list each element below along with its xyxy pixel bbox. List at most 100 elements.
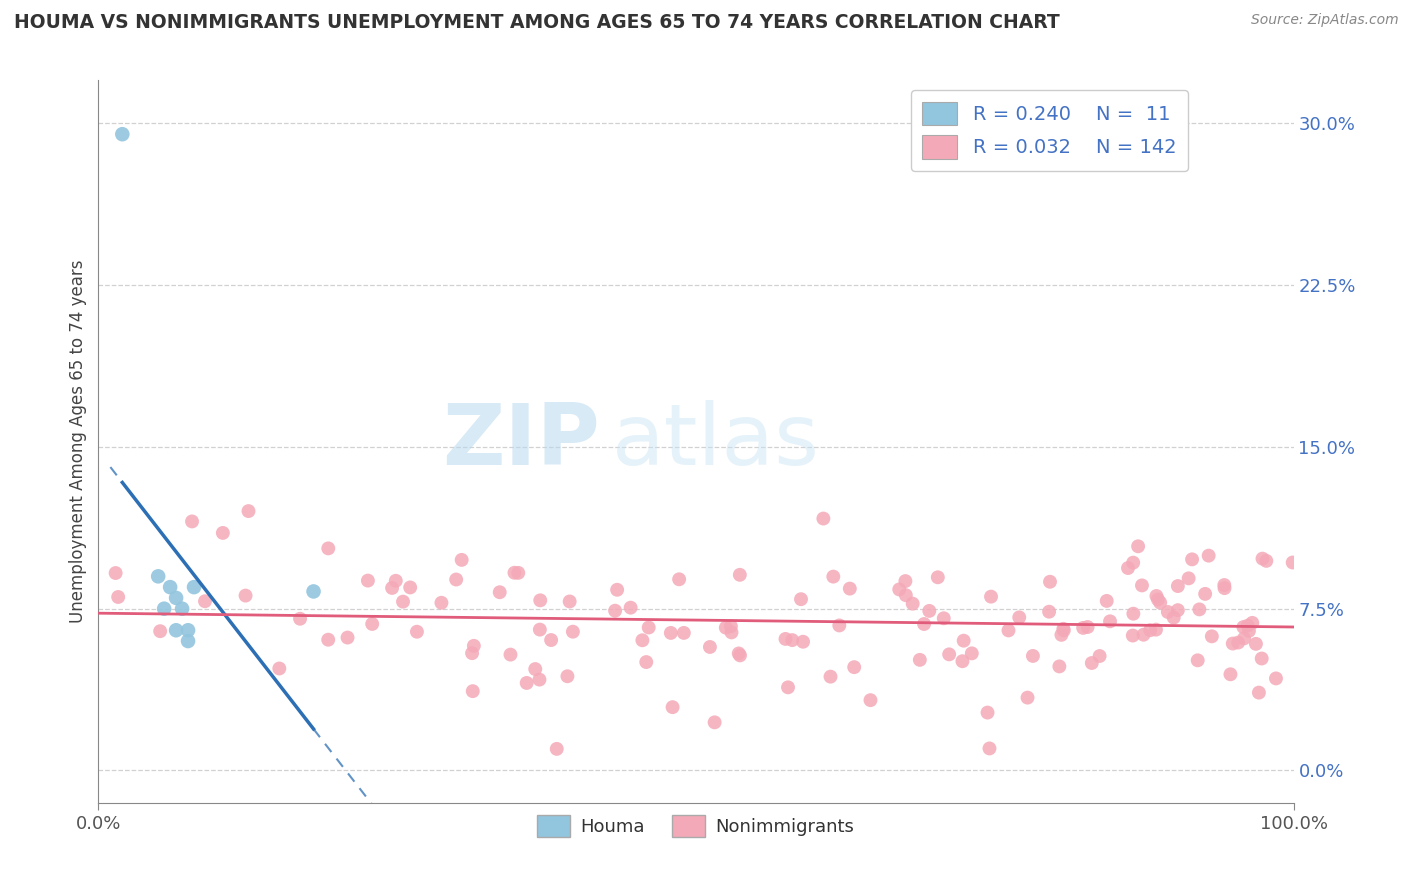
- Point: [1241, 615, 1264, 630]
- Point: [932, 611, 955, 625]
- Point: [177, 634, 200, 648]
- Point: [952, 633, 974, 648]
- Point: [1144, 589, 1167, 603]
- Point: [927, 570, 949, 584]
- Point: [540, 633, 562, 648]
- Point: [181, 515, 204, 529]
- Point: [820, 670, 842, 684]
- Point: [153, 601, 176, 615]
- Point: [302, 584, 325, 599]
- Point: [235, 589, 257, 603]
- Point: [361, 616, 384, 631]
- Point: [1038, 605, 1060, 619]
- Point: [637, 620, 659, 634]
- Y-axis label: Unemployment Among Ages 65 to 74 years: Unemployment Among Ages 65 to 74 years: [69, 260, 87, 624]
- Point: [720, 619, 742, 633]
- Point: [1163, 610, 1185, 624]
- Point: [1219, 667, 1241, 681]
- Point: [430, 596, 453, 610]
- Legend: Houma, Nonimmigrants: Houma, Nonimmigrants: [530, 808, 862, 845]
- Point: [516, 676, 538, 690]
- Point: [1081, 656, 1104, 670]
- Point: [728, 648, 751, 663]
- Point: [661, 700, 683, 714]
- Point: [1126, 539, 1149, 553]
- Point: [399, 581, 422, 595]
- Point: [631, 633, 654, 648]
- Point: [529, 673, 551, 687]
- Point: [1088, 648, 1111, 663]
- Point: [269, 661, 291, 675]
- Point: [183, 580, 205, 594]
- Point: [1244, 637, 1267, 651]
- Point: [912, 617, 935, 632]
- Point: [1251, 551, 1274, 566]
- Point: [844, 660, 866, 674]
- Point: [148, 569, 170, 583]
- Point: [159, 580, 181, 594]
- Text: HOUMA VS NONIMMIGRANTS UNEMPLOYMENT AMONG AGES 65 TO 74 YEARS CORRELATION CHART: HOUMA VS NONIMMIGRANTS UNEMPLOYMENT AMON…: [14, 13, 1060, 32]
- Point: [1147, 592, 1170, 607]
- Point: [1053, 624, 1076, 638]
- Point: [529, 623, 551, 637]
- Point: [603, 604, 626, 618]
- Point: [1017, 690, 1039, 705]
- Point: [672, 626, 695, 640]
- Point: [111, 127, 134, 141]
- Point: [529, 593, 551, 607]
- Point: [194, 594, 217, 608]
- Point: [1122, 607, 1144, 621]
- Point: [508, 566, 530, 580]
- Point: [546, 742, 568, 756]
- Point: [620, 600, 643, 615]
- Point: [918, 604, 941, 618]
- Point: [606, 582, 628, 597]
- Point: [316, 541, 339, 556]
- Point: [1227, 635, 1250, 649]
- Point: [894, 574, 917, 588]
- Point: [775, 632, 797, 646]
- Point: [238, 504, 260, 518]
- Point: [316, 632, 339, 647]
- Point: [901, 597, 924, 611]
- Point: [1201, 629, 1223, 643]
- Point: [385, 574, 408, 588]
- Point: [461, 684, 484, 698]
- Point: [1122, 628, 1144, 642]
- Point: [1039, 574, 1062, 589]
- Point: [980, 590, 1002, 604]
- Point: [557, 669, 579, 683]
- Point: [488, 585, 510, 599]
- Point: [1095, 594, 1118, 608]
- Point: [1281, 556, 1303, 570]
- Point: [1188, 602, 1211, 616]
- Point: [960, 646, 983, 660]
- Point: [823, 569, 845, 583]
- Point: [177, 624, 200, 638]
- Point: [1213, 578, 1236, 592]
- Point: [792, 634, 814, 648]
- Point: [463, 639, 485, 653]
- Point: [165, 591, 187, 605]
- Point: [461, 646, 484, 660]
- Point: [165, 624, 187, 638]
- Point: [1233, 632, 1256, 646]
- Point: [1265, 672, 1288, 686]
- Point: [1167, 579, 1189, 593]
- Point: [1116, 561, 1139, 575]
- Point: [813, 511, 835, 525]
- Point: [107, 590, 129, 604]
- Point: [1130, 578, 1153, 592]
- Point: [780, 633, 803, 648]
- Point: [938, 648, 960, 662]
- Point: [728, 567, 751, 582]
- Point: [357, 574, 380, 588]
- Point: [699, 640, 721, 654]
- Point: [1157, 605, 1180, 619]
- Point: [1071, 621, 1094, 635]
- Point: [1052, 622, 1074, 636]
- Point: [1256, 554, 1278, 568]
- Point: [558, 594, 581, 608]
- Point: [1149, 596, 1171, 610]
- Point: [636, 655, 658, 669]
